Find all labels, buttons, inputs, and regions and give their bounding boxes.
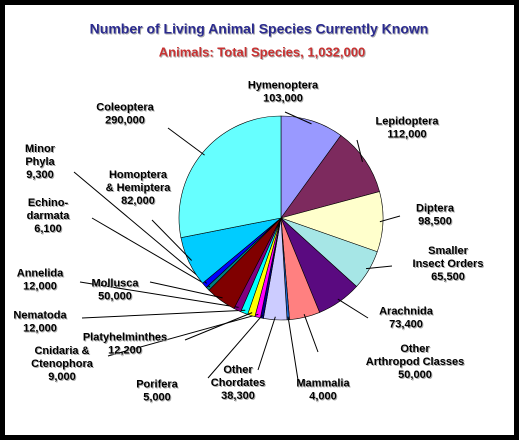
label-line: Annelida <box>17 267 64 279</box>
slice-label: Nematoda <box>13 309 67 321</box>
slice-label: Homoptera & Hemiptera <box>106 169 172 194</box>
label-line: Nematoda <box>13 309 67 321</box>
leader-line <box>91 217 211 288</box>
value-label: 290,000 <box>105 114 145 126</box>
slice-label: Hymenoptera <box>248 79 319 91</box>
leader-line <box>151 219 193 261</box>
label-line: Phyla <box>25 156 55 168</box>
leader-line <box>365 265 393 270</box>
leader-line <box>284 111 312 125</box>
leader-line <box>149 281 223 299</box>
value-label: 73,400 <box>389 318 423 330</box>
slice-label: Smaller Insect Orders <box>413 245 484 270</box>
slice-label: Cnidaria & Ctenophora <box>31 345 94 370</box>
leader-line <box>379 215 401 223</box>
chart-subtitle: Animals: Total Species, 1,032,000 <box>159 44 365 59</box>
label-line: Cnidaria & <box>34 345 89 357</box>
leader-line <box>337 298 369 319</box>
leader-line <box>257 316 276 371</box>
label-line: & Hemiptera <box>106 182 172 194</box>
label-line: Ctenophora <box>31 358 94 370</box>
label-line: Porifera <box>136 378 178 390</box>
label-line: darmata <box>27 210 71 222</box>
label-line: Mammalia <box>296 377 350 389</box>
label-line: Platyhelminthes <box>83 331 167 343</box>
leader-line <box>207 314 263 379</box>
slice-label: Diptera <box>416 202 455 214</box>
leader-line <box>81 309 246 319</box>
slice-label: Annelida <box>17 267 64 279</box>
slice-label: Mammalia <box>296 377 350 389</box>
leader-line <box>287 316 299 381</box>
slice-label: Coleoptera <box>96 101 154 113</box>
value-label: 9,300 <box>26 169 54 181</box>
value-label: 112,000 <box>387 128 426 140</box>
label-line: Other <box>400 343 430 355</box>
value-label: 50,000 <box>98 290 132 302</box>
slice-label: Other Chordates <box>211 364 265 389</box>
value-label: 12,000 <box>23 280 57 292</box>
leader-line <box>73 171 208 284</box>
value-label: 65,500 <box>431 271 465 283</box>
slice-label: Mollusca <box>91 277 139 289</box>
leader-line <box>356 139 363 163</box>
label-line: Hymenoptera <box>248 79 319 91</box>
value-label: 50,000 <box>398 369 432 381</box>
chart-title: Number of Living Animal Species Currentl… <box>90 21 429 37</box>
value-label: 98,500 <box>418 215 452 227</box>
label-line: Echino- <box>28 197 69 209</box>
value-label: 103,000 <box>263 92 303 104</box>
slice-label: Other Arthropod Classes <box>366 343 464 368</box>
slice-label: Minor Phyla <box>25 143 56 168</box>
label-line: Smaller <box>428 245 468 257</box>
value-label: 12,000 <box>23 322 57 334</box>
value-label: 38,300 <box>221 390 255 402</box>
value-label: 4,000 <box>309 390 337 402</box>
slice-label: Arachnida <box>379 305 434 317</box>
value-label: 5,000 <box>143 391 171 403</box>
label-line: Coleoptera <box>96 101 154 113</box>
leader-line <box>107 313 259 357</box>
label-line: Chordates <box>211 377 265 389</box>
label-line: Lepidoptera <box>376 115 440 127</box>
value-label: 82,000 <box>121 195 155 207</box>
value-label: 12,200 <box>108 344 142 356</box>
label-line: Insect Orders <box>413 258 484 270</box>
value-label: 6,100 <box>34 223 62 235</box>
slice-label: Porifera <box>136 378 178 390</box>
slice-label: Lepidoptera <box>376 115 440 127</box>
slice-label: Echino-darmata <box>27 197 71 222</box>
label-line: Diptera <box>416 202 455 214</box>
label-line: Arachnida <box>379 305 434 317</box>
leader-line <box>167 127 205 156</box>
label-line: Mollusca <box>91 277 139 289</box>
value-label: 9,000 <box>48 371 76 383</box>
leader-line <box>79 281 239 308</box>
leader-line <box>303 314 319 353</box>
label-line: Arthropod Classes <box>366 356 464 368</box>
slice-label: Platyhelminthes <box>83 331 167 343</box>
label-line: Other <box>223 364 253 376</box>
label-line: Minor <box>25 143 56 155</box>
label-line: Homoptera <box>109 169 168 181</box>
leader-line <box>184 312 253 341</box>
pie-slice <box>280 134 380 219</box>
